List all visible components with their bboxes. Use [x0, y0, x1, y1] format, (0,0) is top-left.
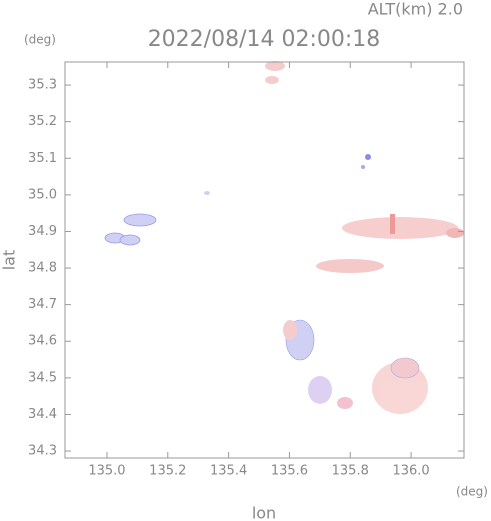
y-tick-label: 34.4: [28, 407, 57, 422]
echo: [204, 191, 210, 195]
x-label: lon: [252, 504, 276, 521]
echo: [265, 76, 279, 84]
echoes: [104, 61, 464, 414]
y-tick-label: 34.8: [28, 261, 57, 276]
echo: [265, 61, 285, 71]
echo: [361, 165, 365, 169]
y-tick-label: 34.9: [28, 224, 57, 239]
echo: [119, 234, 141, 246]
x-tick-label: 135.0: [88, 464, 125, 479]
y-tick-label: 35.2: [28, 114, 57, 129]
chart-title: 2022/08/14 02:00:18: [148, 27, 381, 52]
echo: [337, 397, 353, 409]
x-tick-label: 135.8: [332, 464, 369, 479]
y-tick-label: 34.5: [28, 370, 57, 385]
x-tick-label: 135.6: [271, 464, 308, 479]
x-tick-label: 135.2: [149, 464, 186, 479]
y-label: lat: [0, 250, 19, 271]
echo: [390, 357, 420, 379]
y-unit: (deg): [24, 33, 56, 47]
y-tick-label: 35.1: [28, 151, 57, 166]
echo: [316, 259, 384, 273]
echo: [342, 217, 458, 239]
plot-frame: [64, 61, 465, 459]
header: ALT(km) 2.0: [368, 0, 463, 19]
x-tick-label: 135.4: [210, 464, 247, 479]
echo: [365, 154, 371, 160]
x-unit: (deg): [456, 485, 488, 499]
echo: [390, 214, 395, 234]
echo: [283, 320, 297, 340]
x-tick-label: 136.0: [392, 464, 429, 479]
y-tick-label: 34.7: [28, 297, 57, 312]
echo: [446, 228, 464, 238]
y-tick-label: 34.3: [28, 444, 57, 459]
y-tick-label: 34.6: [28, 334, 57, 349]
y-tick-label: 35.0: [28, 187, 57, 202]
y-tick-label: 35.3: [28, 78, 57, 93]
echo: [308, 376, 332, 404]
echo: [123, 213, 157, 227]
